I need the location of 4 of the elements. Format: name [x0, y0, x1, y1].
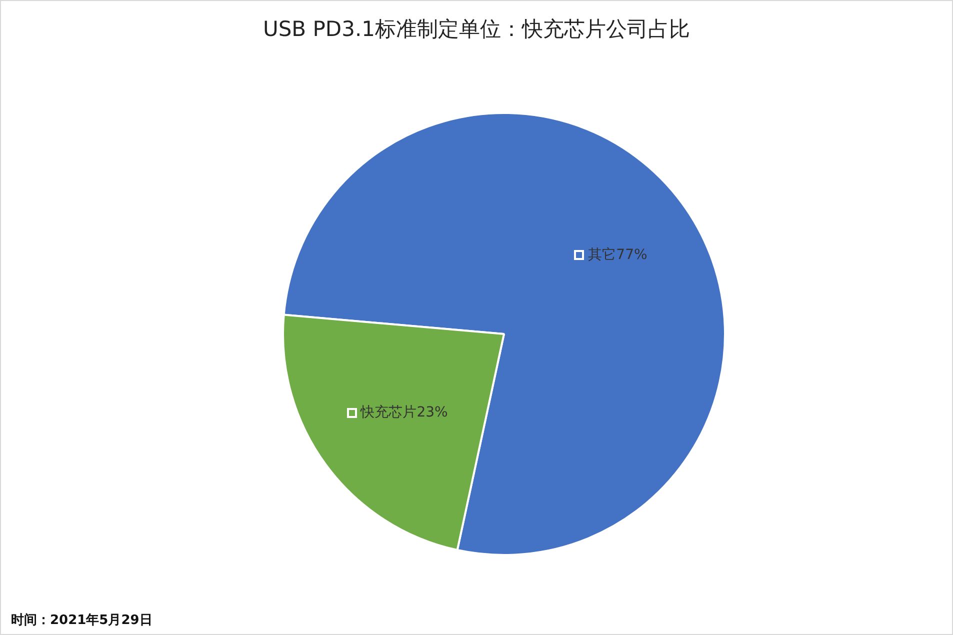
- slice-label: 其它77%: [588, 246, 648, 263]
- chart-title: USB PD3.1标准制定单位：快充芯片公司占比: [262, 16, 691, 43]
- slice-label: 快充芯片23%: [360, 404, 448, 420]
- text: 时间：2021年5月29日: [11, 612, 152, 630]
